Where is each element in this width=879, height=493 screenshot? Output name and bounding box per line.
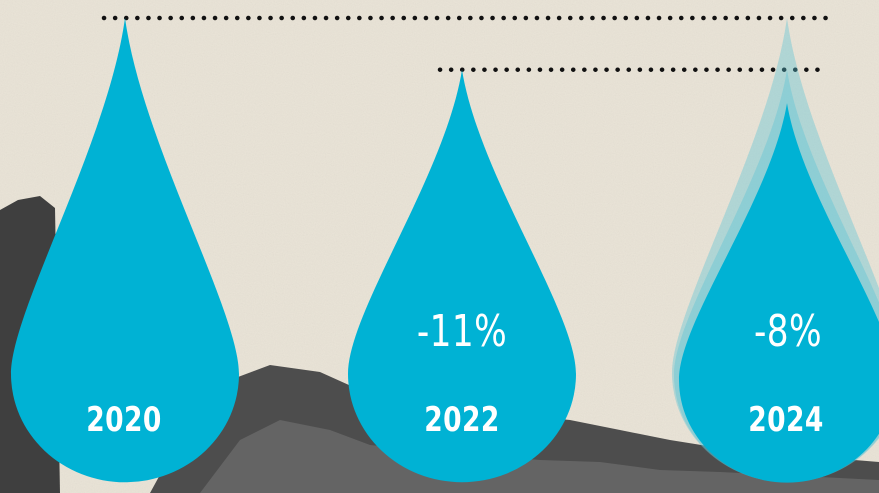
change-2022: -11%: [416, 306, 508, 357]
label-2022: 2022: [424, 400, 500, 440]
label-2024: 2024: [748, 400, 824, 440]
drop-2020: [11, 18, 239, 483]
mountain-ridge: [200, 420, 879, 493]
label-2020: 2020: [86, 400, 162, 440]
drop-2024: [679, 103, 879, 483]
change-2024: -8%: [753, 306, 823, 357]
drop-2022: [348, 69, 576, 483]
